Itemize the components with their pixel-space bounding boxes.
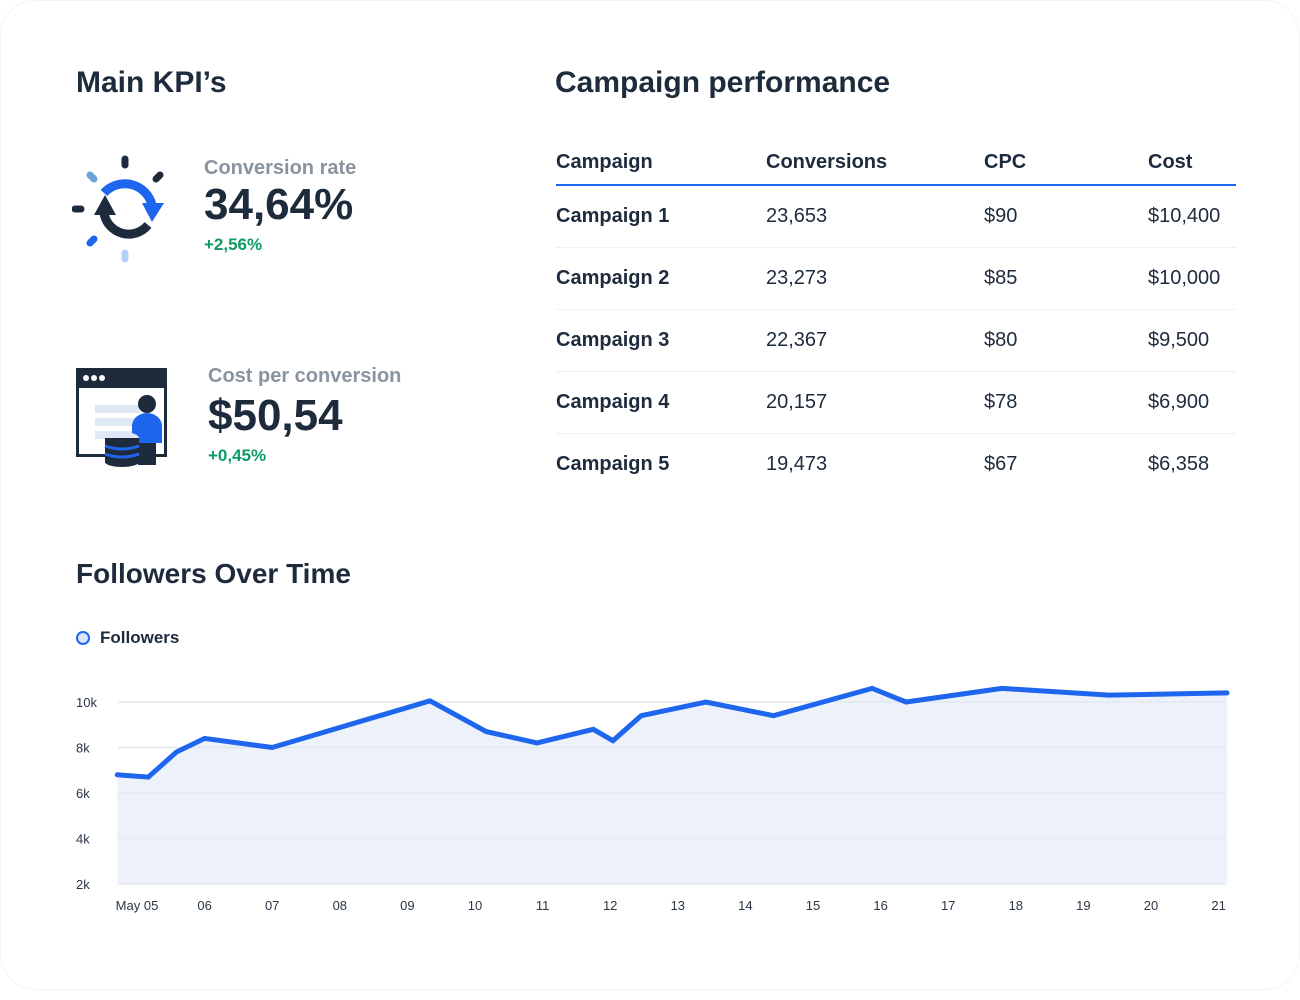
cell-cpc: $67 bbox=[984, 452, 1018, 475]
x-tick-label: 19 bbox=[1076, 898, 1090, 913]
cell-campaign: Campaign 4 bbox=[556, 371, 766, 434]
table-row: Campaign 3 22,367 $80 $9,500 bbox=[556, 309, 1236, 372]
browser-user-database-icon bbox=[76, 368, 167, 467]
x-tick-label: 21 bbox=[1211, 898, 1225, 913]
followers-chart: 2k 4k 6k 8k 10k May 05 06 07 08 09 10 11 12 13 14 15 16 1… bbox=[76, 685, 1230, 913]
table-row: Campaign 5 19,473 $67 $6,358 bbox=[556, 433, 1236, 495]
x-tick-label: 11 bbox=[536, 898, 550, 913]
chart-title: Followers Over Time bbox=[76, 558, 351, 589]
conversion-rate-delta: +2,56% bbox=[204, 235, 263, 254]
cell-cost: $6,900 bbox=[1148, 371, 1236, 434]
y-tick-label: 4k bbox=[76, 832, 90, 847]
conversion-rate-value: 34,64% bbox=[204, 180, 354, 229]
x-tick-label: 14 bbox=[738, 898, 752, 913]
cell-conversions: 23,653 bbox=[766, 185, 984, 248]
chart-legend[interactable]: Followers bbox=[76, 628, 179, 648]
campaign-table: Campaign Conversions CPC Cost Campaign 1… bbox=[556, 140, 1236, 495]
column-header-cost: Cost bbox=[1148, 140, 1236, 186]
column-header-cpc: CPC bbox=[984, 140, 1148, 186]
y-tick-label: 10k bbox=[76, 695, 97, 710]
cell-conversions: 22,367 bbox=[766, 309, 984, 372]
followers-line bbox=[114, 685, 1230, 780]
y-tick-label: 6k bbox=[76, 786, 90, 801]
cost-per-conversion-delta: +0,45% bbox=[208, 446, 267, 465]
table-row: Campaign 1 23,653 $90 $10,400 bbox=[556, 185, 1236, 248]
cell-cost: $10,400 bbox=[1148, 185, 1236, 248]
campaign-section-title: Campaign performance bbox=[555, 66, 891, 99]
y-tick-label: 8k bbox=[76, 741, 90, 756]
cell-cpc: $78 bbox=[984, 371, 1148, 434]
x-tick-label: May 05 bbox=[116, 898, 159, 913]
cell-campaign: Campaign 5 bbox=[556, 452, 670, 475]
legend-label: Followers bbox=[100, 628, 180, 647]
followers-area bbox=[117, 688, 1228, 884]
x-tick-label: 09 bbox=[400, 898, 414, 913]
cell-conversions: 23,273 bbox=[766, 247, 984, 310]
table-header-row: Campaign Conversions CPC Cost bbox=[556, 140, 1236, 186]
x-tick-label: 17 bbox=[941, 898, 955, 913]
cell-cost: $10,000 bbox=[1148, 247, 1236, 310]
x-tick-label: 15 bbox=[806, 898, 820, 913]
cell-campaign: Campaign 2 bbox=[556, 247, 766, 310]
cell-conversions: 19,473 bbox=[766, 452, 828, 475]
y-tick-label: 2k bbox=[76, 877, 90, 892]
table-row: Campaign 4 20,157 $78 $6,900 bbox=[556, 371, 1236, 434]
refresh-cycle-icon bbox=[72, 155, 164, 263]
cell-conversions: 20,157 bbox=[766, 371, 984, 434]
x-tick-label: 06 bbox=[197, 898, 211, 913]
x-tick-label: 12 bbox=[603, 898, 617, 913]
cell-campaign: Campaign 3 bbox=[556, 309, 766, 372]
column-header-conversions: Conversions bbox=[766, 140, 984, 186]
cost-per-conversion-value: $50,54 bbox=[208, 391, 343, 440]
x-tick-label: 13 bbox=[671, 898, 685, 913]
x-tick-label: 16 bbox=[873, 898, 887, 913]
x-tick-label: 10 bbox=[468, 898, 482, 913]
cell-cost: $6,358 bbox=[1148, 452, 1210, 475]
cell-cpc: $85 bbox=[984, 247, 1148, 310]
table-row: Campaign 2 23,273 $85 $10,000 bbox=[556, 247, 1236, 310]
conversion-rate-label: Conversion rate bbox=[204, 157, 357, 179]
cell-cpc: $90 bbox=[984, 185, 1148, 248]
cell-campaign: Campaign 1 bbox=[556, 185, 766, 248]
x-tick-label: 18 bbox=[1009, 898, 1023, 913]
legend-marker-icon bbox=[76, 631, 90, 645]
kpi-section-title: Main KPI’s bbox=[76, 66, 227, 99]
x-tick-label: 07 bbox=[265, 898, 279, 913]
cost-per-conversion-label: Cost per conversion bbox=[208, 365, 402, 387]
cell-cost: $9,500 bbox=[1148, 309, 1236, 372]
x-tick-label: 20 bbox=[1144, 898, 1158, 913]
column-header-campaign: Campaign bbox=[556, 140, 766, 186]
cell-cpc: $80 bbox=[984, 309, 1148, 372]
x-tick-label: 08 bbox=[333, 898, 347, 913]
